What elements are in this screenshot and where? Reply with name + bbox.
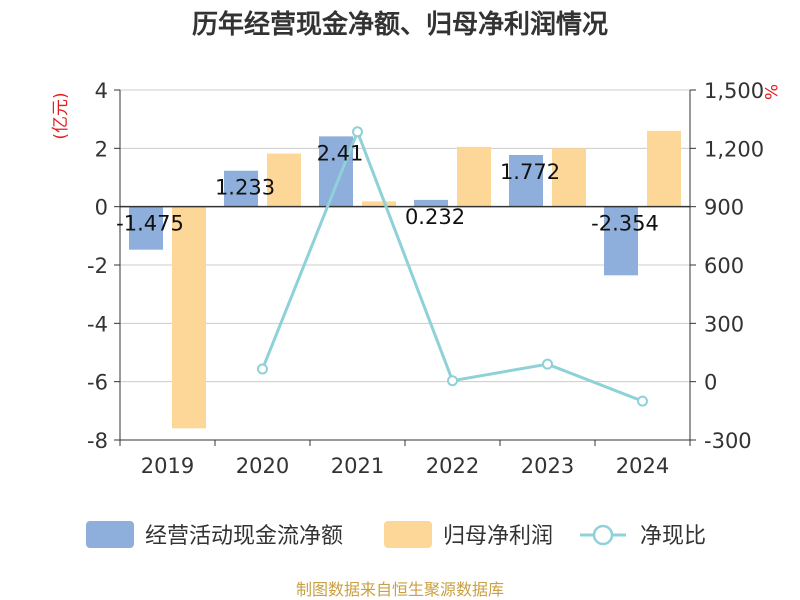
bar-cashflow (604, 206, 638, 276)
data-labels: -1.475 1.233 2.41 0.232 1.772 -2.354 (116, 141, 659, 235)
x-tick-label: 2024 (616, 454, 669, 478)
left-tick-label: 2 (95, 137, 108, 161)
left-tick-label: -4 (87, 312, 108, 336)
left-axis-unit: (亿元) (51, 92, 71, 139)
data-label-cashflow: 0.232 (405, 205, 465, 229)
left-tick-label: 4 (95, 79, 108, 103)
right-tick-label: 900 (704, 196, 744, 220)
bar-cashflow (509, 154, 543, 207)
data-label-cashflow: 1.233 (215, 176, 275, 200)
bar-netprofit (267, 153, 301, 207)
left-tick-label: 0 (95, 196, 108, 220)
data-label-cashflow: 1.772 (500, 160, 560, 184)
left-tick-label: -8 (87, 429, 108, 453)
legend-label-netprofit: 归母净利润 (443, 524, 553, 549)
x-tick-label: 2021 (331, 454, 384, 478)
ratio-point (352, 126, 363, 138)
bar-netprofit (457, 146, 491, 207)
right-tick-label: 600 (704, 254, 744, 278)
bar-netprofit (362, 201, 396, 207)
right-tick-label: 0 (704, 371, 717, 395)
data-source: 制图数据来自恒生聚源数据库 (296, 580, 504, 599)
right-axis-unit: % (760, 84, 780, 100)
legend-label-cashflow: 经营活动现金流净额 (145, 524, 343, 549)
legend: 经营活动现金流净额 归母净利润 净现比 (86, 521, 706, 549)
left-tick-label: -6 (87, 371, 108, 395)
bar-netprofit (172, 206, 206, 429)
data-label-cashflow: -2.354 (591, 212, 659, 236)
ratio-point (257, 363, 268, 375)
chart-title: 历年经营现金净额、归母净利润情况 (192, 9, 608, 40)
bar-cashflow (224, 170, 258, 207)
bar-netprofit (552, 148, 586, 207)
x-tick-label: 2023 (521, 454, 574, 478)
right-tick-label: 1,200 (704, 137, 764, 161)
x-tick-label: 2022 (426, 454, 479, 478)
bar-cashflow (129, 206, 163, 250)
right-tick-label: 1,500 (704, 79, 764, 103)
line-series (257, 126, 648, 407)
bar-cashflow (414, 199, 448, 207)
right-tick-label: 300 (704, 312, 744, 336)
ratio-point (447, 375, 458, 387)
x-tick-label: 2020 (236, 454, 289, 478)
bar-netprofit (647, 130, 681, 207)
legend-swatch-cashflow (86, 521, 134, 548)
data-label-cashflow: -1.475 (116, 212, 184, 236)
legend-swatch-netprofit (384, 521, 432, 548)
data-label-cashflow: 2.41 (317, 141, 364, 165)
bar-cashflow (319, 136, 353, 207)
legend-label-ratio: 净现比 (640, 524, 706, 549)
bar-series (129, 130, 681, 429)
axes: 4 2 0 -2 -4 -6 -8 1,500 1,200 900 600 300 0 -300 2019 2… (87, 79, 764, 478)
right-tick-label: -300 (704, 429, 752, 453)
legend-marker-ratio (592, 524, 614, 546)
left-tick-label: -2 (87, 254, 108, 278)
ratio-point (637, 395, 648, 407)
x-tick-label: 2019 (141, 454, 194, 478)
ratio-point (542, 358, 553, 370)
